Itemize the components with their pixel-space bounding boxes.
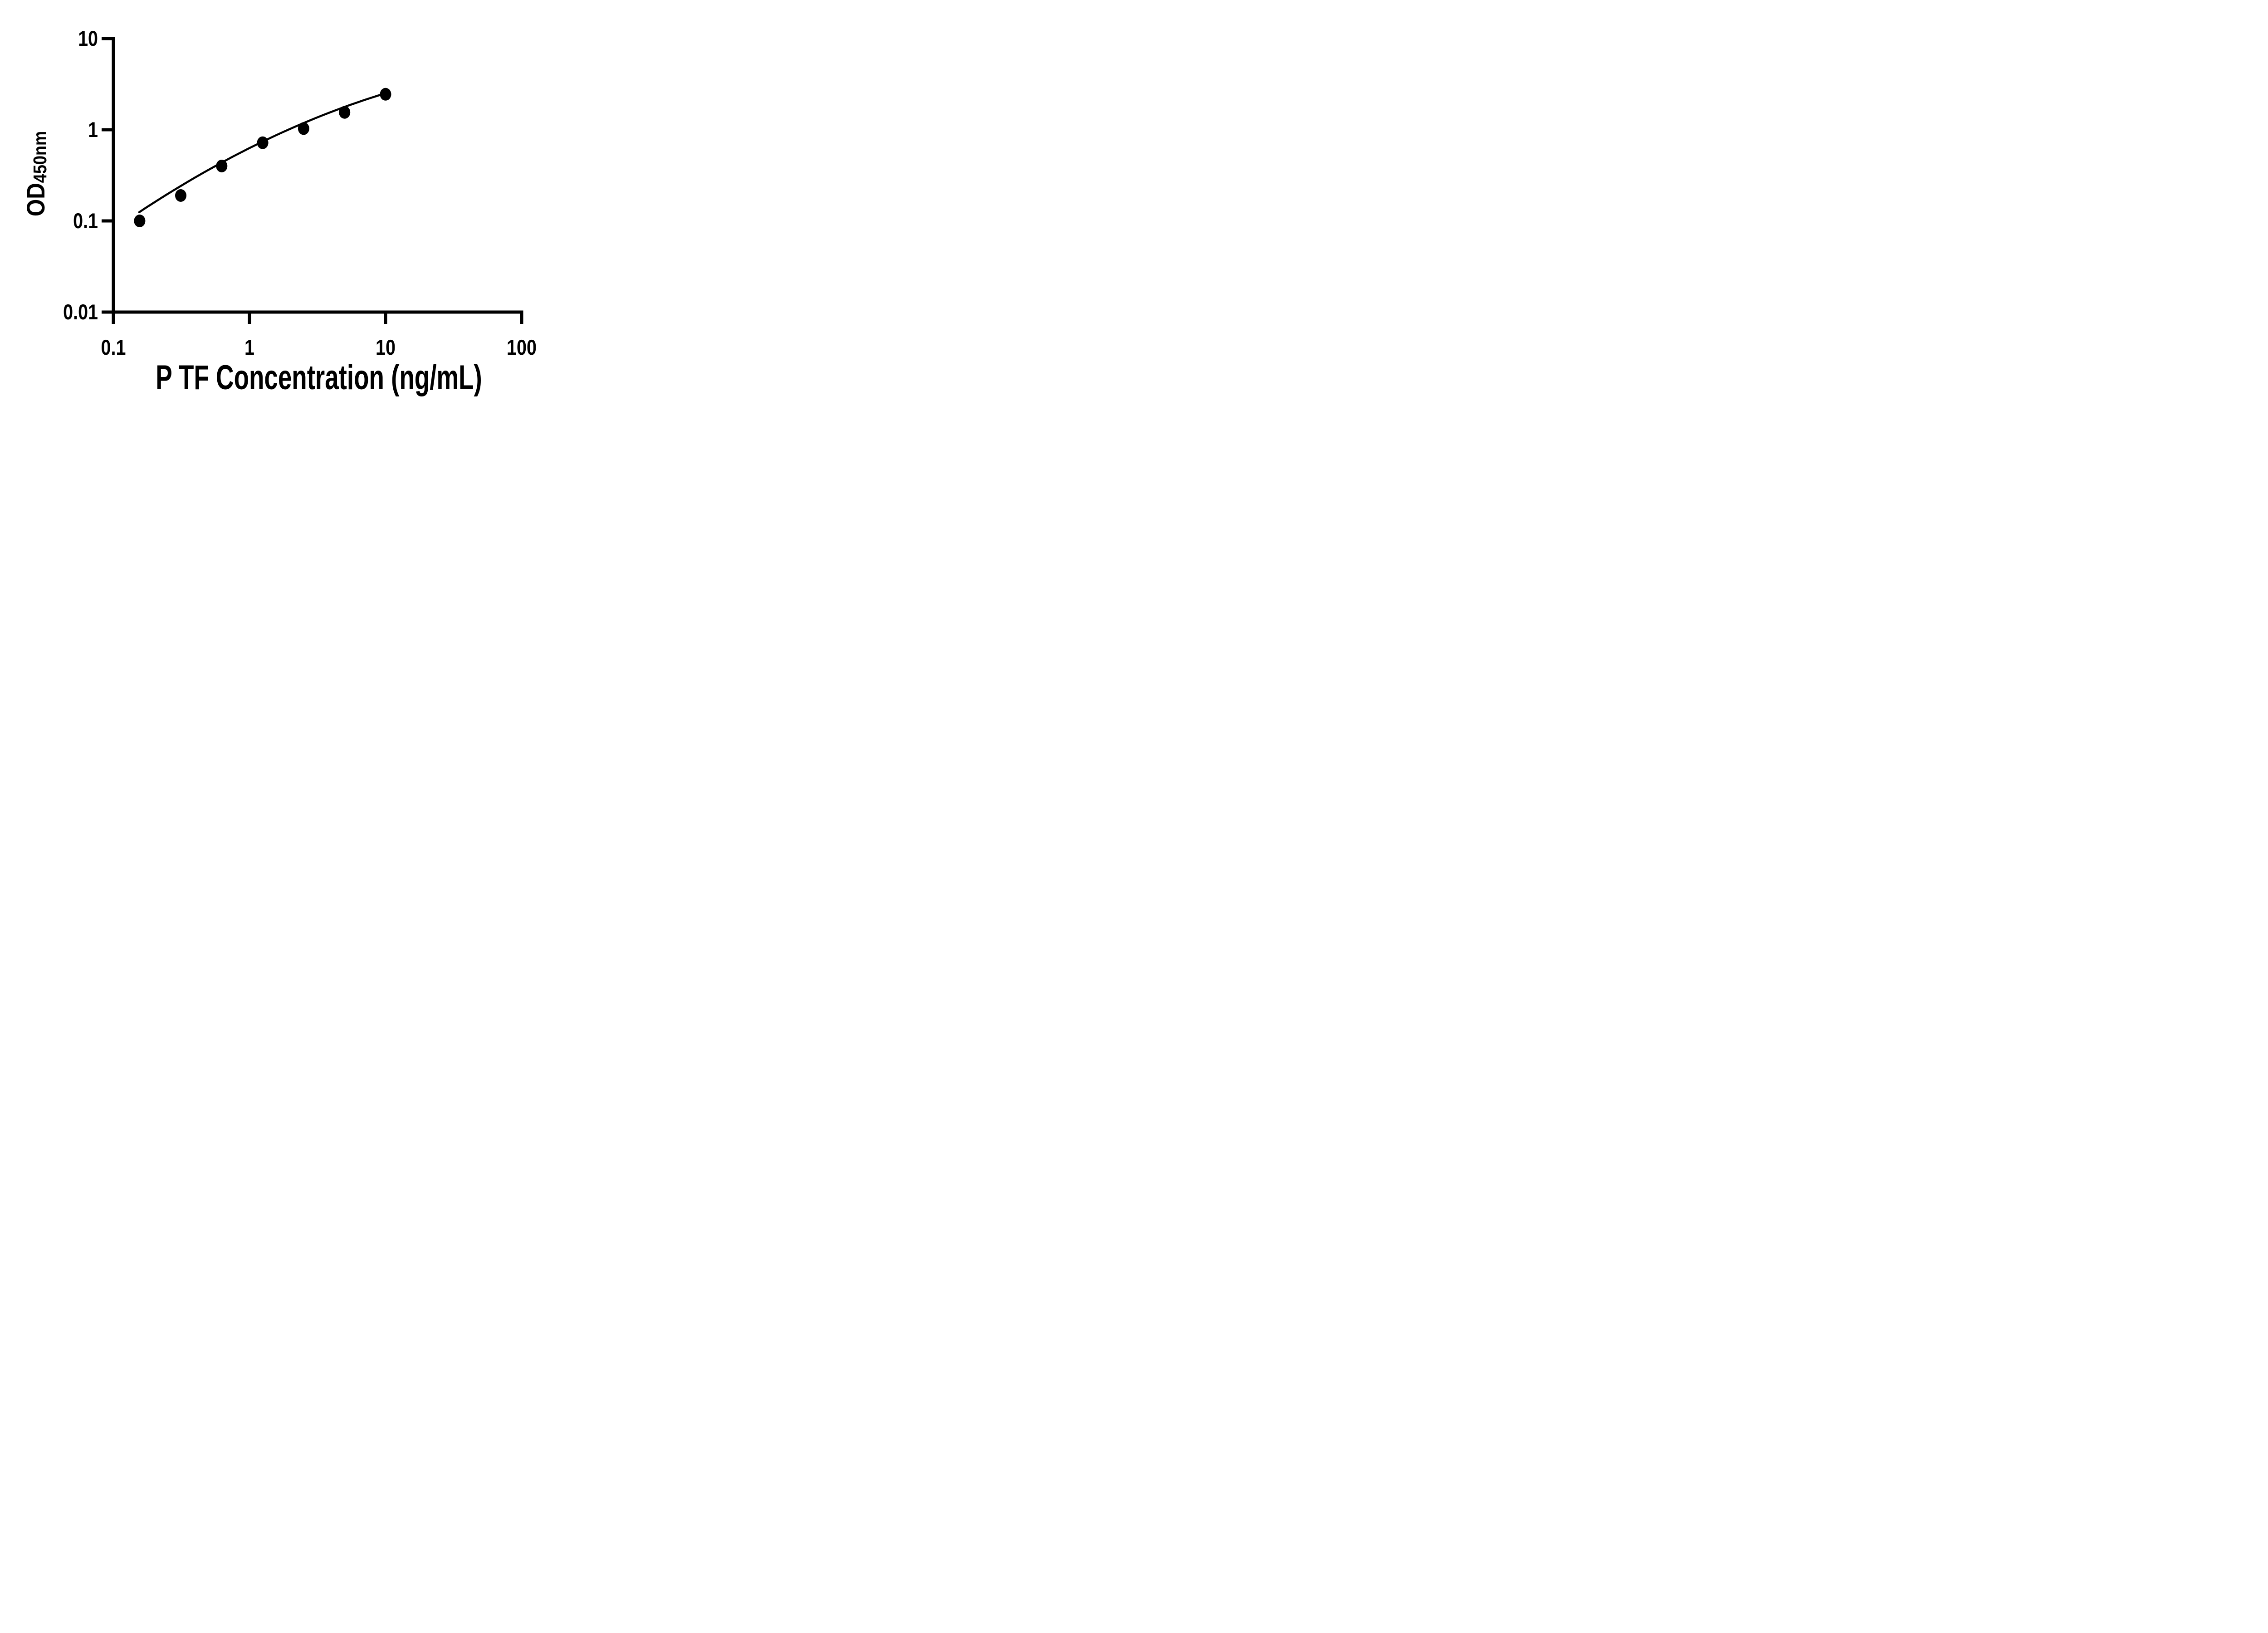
y-axis-title: OD450nm (9, 74, 63, 274)
x-tick-label-1: 1 (244, 335, 254, 359)
y-tick-label-1: 1 (88, 117, 98, 142)
data-point-x-5 (339, 106, 351, 119)
data-point-x-1.25 (257, 136, 269, 149)
data-point-x-0.625 (216, 160, 228, 172)
y-tick-label-0.01: 0.01 (63, 300, 98, 324)
plot-canvas (102, 37, 523, 324)
x-tick-label-0.1: 0.1 (101, 335, 126, 359)
y-axis-title-base: OD (21, 183, 50, 217)
y-tick-label-0.1: 0.1 (73, 209, 98, 233)
y-axis-title-subscript: 450nm (29, 131, 50, 183)
x-tick-label-10: 10 (376, 335, 396, 359)
x-axis-title: P TF Concentration (ng/mL) (156, 358, 482, 397)
data-point-x-0.156 (134, 215, 146, 227)
elisa-standard-curve-figure: 0.01 0.1 1 10 0.1 1 10 100 OD450nm P TF Concen… (0, 0, 583, 408)
x-tick-label-100: 100 (507, 335, 537, 359)
y-tick-label-10: 10 (78, 26, 98, 50)
data-point-x-0.3125 (175, 189, 186, 202)
data-point-x-10 (380, 88, 391, 101)
data-point-x-2.5 (298, 122, 309, 135)
